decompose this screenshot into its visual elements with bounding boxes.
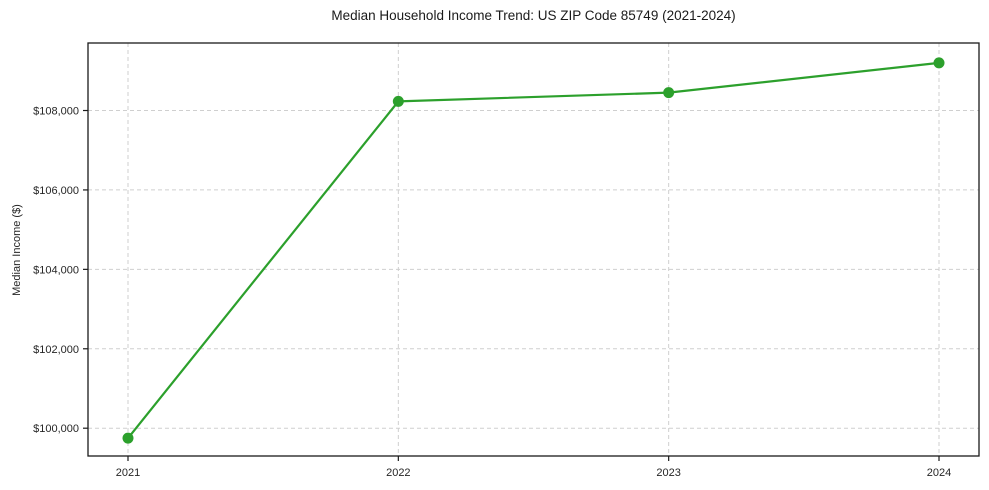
data-point (392, 95, 404, 107)
x-tick-label: 2022 (386, 467, 410, 479)
y-tick-label: $102,000 (33, 344, 79, 356)
axes-border (87, 42, 980, 457)
y-tick-label: $100,000 (33, 423, 79, 435)
x-tick-label: 2023 (656, 467, 680, 479)
y-tick-label: $106,000 (33, 185, 79, 197)
chart-title: Median Household Income Trend: US ZIP Co… (331, 8, 736, 23)
x-tick-label: 2024 (927, 467, 951, 479)
data-point (122, 432, 134, 444)
y-tick-label: $104,000 (33, 264, 79, 276)
y-tick-label: $108,000 (33, 106, 79, 118)
trend-line (126, 61, 941, 440)
data-point (933, 57, 945, 69)
x-tick-label: 2021 (116, 467, 140, 479)
data-point (663, 87, 675, 99)
